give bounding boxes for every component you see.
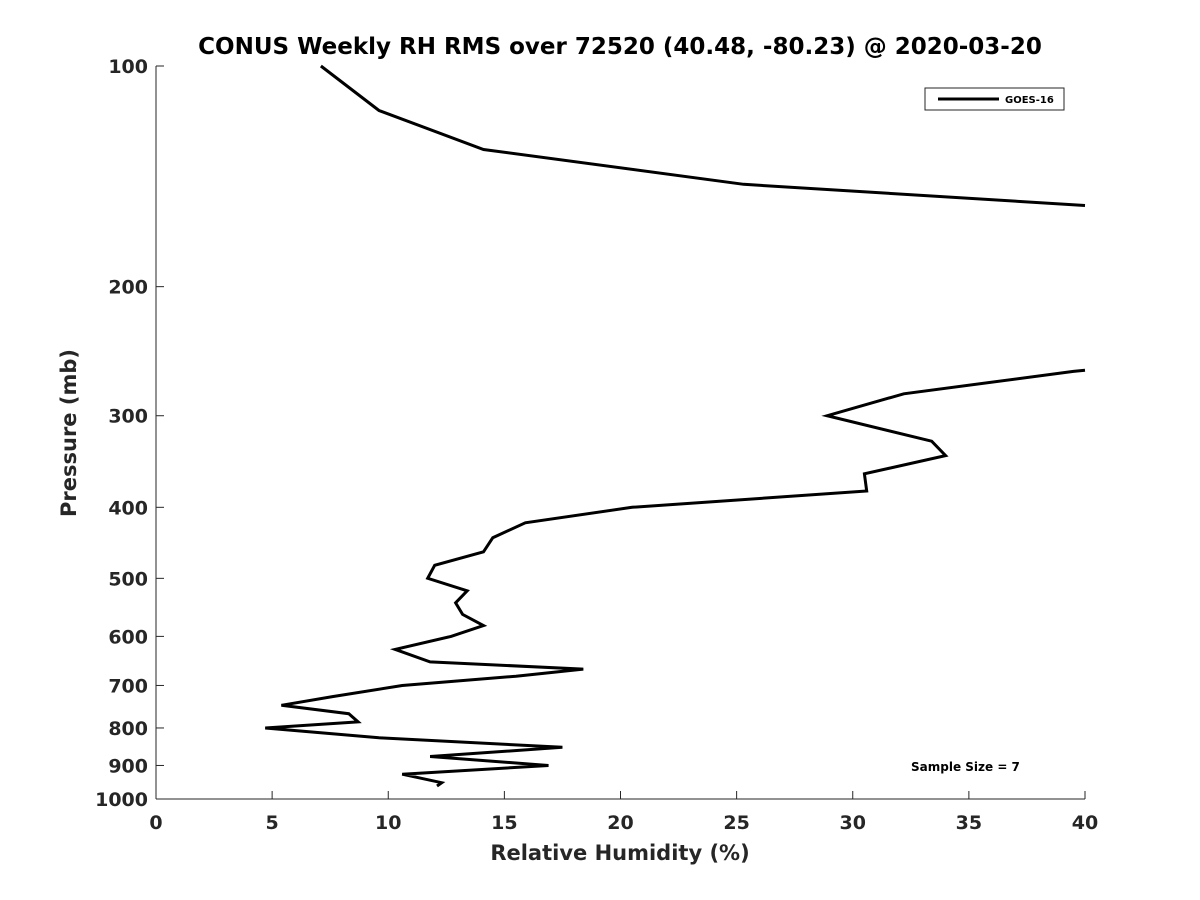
x-tick-label: 20 (607, 812, 633, 834)
series-line-segment-2 (265, 368, 1086, 788)
legend-entry-goes-16: GOES-16 (1005, 95, 1054, 106)
plot-area: 0 5 10 15 20 25 30 35 40 100 200 300 400 500 600 700 80… (95, 56, 1098, 834)
x-tick-label: 25 (723, 812, 749, 834)
x-tick-label: 15 (491, 812, 517, 834)
sample-size-annotation: Sample Size = 7 (911, 760, 1020, 774)
y-tick-label: 100 (108, 56, 148, 78)
axes-background (156, 66, 1085, 799)
y-tick-label: 500 (108, 568, 148, 590)
series-line-segment-1 (319, 64, 1086, 207)
series-layer (265, 64, 1086, 788)
x-tick-label: 5 (266, 812, 279, 834)
y-tick-label: 800 (108, 718, 148, 740)
x-tick-label: 35 (956, 812, 982, 834)
legend: GOES-16 (924, 87, 1065, 111)
y-tick-label: 200 (108, 277, 148, 299)
y-tick-label: 600 (108, 626, 148, 648)
x-axis-label: Relative Humidity (%) (490, 841, 749, 865)
x-tick-label: 30 (840, 812, 866, 834)
y-tick-label: 1000 (95, 789, 148, 811)
x-ticks: 0 5 10 15 20 25 30 35 40 (149, 791, 1098, 834)
y-ticks: 100 200 300 400 500 600 700 800 900 1000 (95, 56, 164, 811)
y-tick-label: 400 (108, 497, 148, 519)
y-tick-label: 900 (108, 755, 148, 777)
x-tick-label: 10 (375, 812, 401, 834)
y-tick-label: 300 (108, 406, 148, 428)
x-tick-label: 0 (149, 812, 162, 834)
y-tick-label: 700 (108, 675, 148, 697)
y-axis-label: Pressure (mb) (57, 349, 81, 517)
chart-title: CONUS Weekly RH RMS over 72520 (40.48, -… (198, 34, 1042, 60)
x-tick-label: 40 (1072, 812, 1098, 834)
